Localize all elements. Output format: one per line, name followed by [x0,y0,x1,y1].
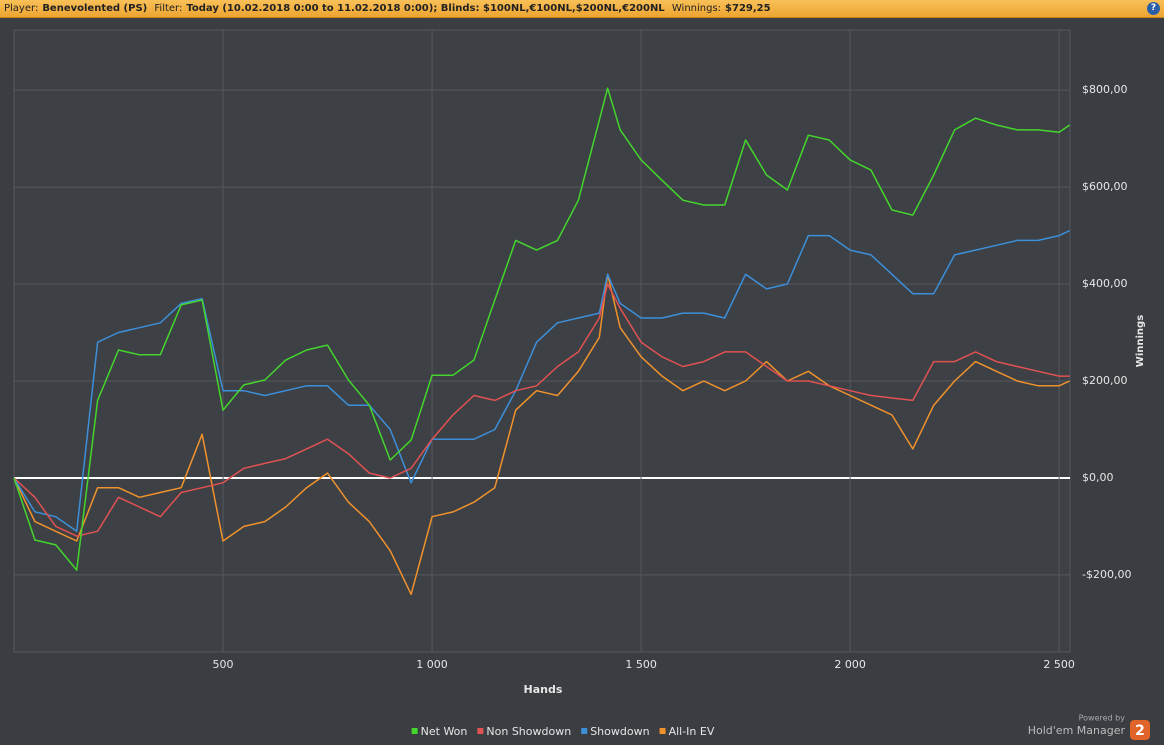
y-tick-label: -$200,00 [1082,568,1131,581]
powered-by: Powered by [1079,714,1126,723]
x-tick-label: 1 500 [625,658,657,671]
x-axis-label: Hands [524,683,563,696]
y-tick-label: $800,00 [1082,83,1128,96]
x-tick-label: 1 000 [416,658,448,671]
plot-area [13,29,1071,653]
legend-label: All-In EV [669,725,715,738]
legend-swatch [659,728,666,734]
x-tick-label: 500 [213,658,234,671]
winnings-label: Winnings: [671,3,722,14]
legend: Net Won Non Showdown Showdown All-In EV [411,725,715,738]
product-version: 2 [1135,723,1145,739]
legend-label: Non Showdown [486,725,571,738]
player: Benevolented (PS) [42,3,148,14]
y-tick-label: $0,00 [1082,471,1114,484]
filter: Today (10.02.2018 0:00 to 11.02.2018 0:0… [186,3,665,14]
product-name: Hold'em Manager [1028,724,1126,737]
legend-label: Net Won [421,725,468,738]
series-line [13,283,1070,537]
legend-label: Showdown [590,725,649,738]
x-tick-label: 2 500 [1043,658,1075,671]
legend-swatch [411,728,418,734]
y-tick-label: $400,00 [1082,277,1128,290]
y-tick-label: $200,00 [1082,374,1128,387]
winnings: $729,25 [725,3,771,14]
filter-label: Filter: [154,3,183,14]
series-line [13,273,1070,596]
legend-swatch [477,728,484,734]
legend-swatch [581,728,588,734]
y-tick-label: $600,00 [1082,180,1128,193]
player-label: Player: [4,3,39,14]
series-line [13,230,1070,533]
series-line [13,87,1071,571]
header-bar: Player: Benevolented (PS) Filter: Today (1… [0,0,1164,18]
product-logo [1130,720,1150,740]
help-button[interactable]: ? [1147,2,1160,15]
x-tick-label: 2 000 [834,658,866,671]
y-axis-label: Winnings [1135,315,1146,367]
